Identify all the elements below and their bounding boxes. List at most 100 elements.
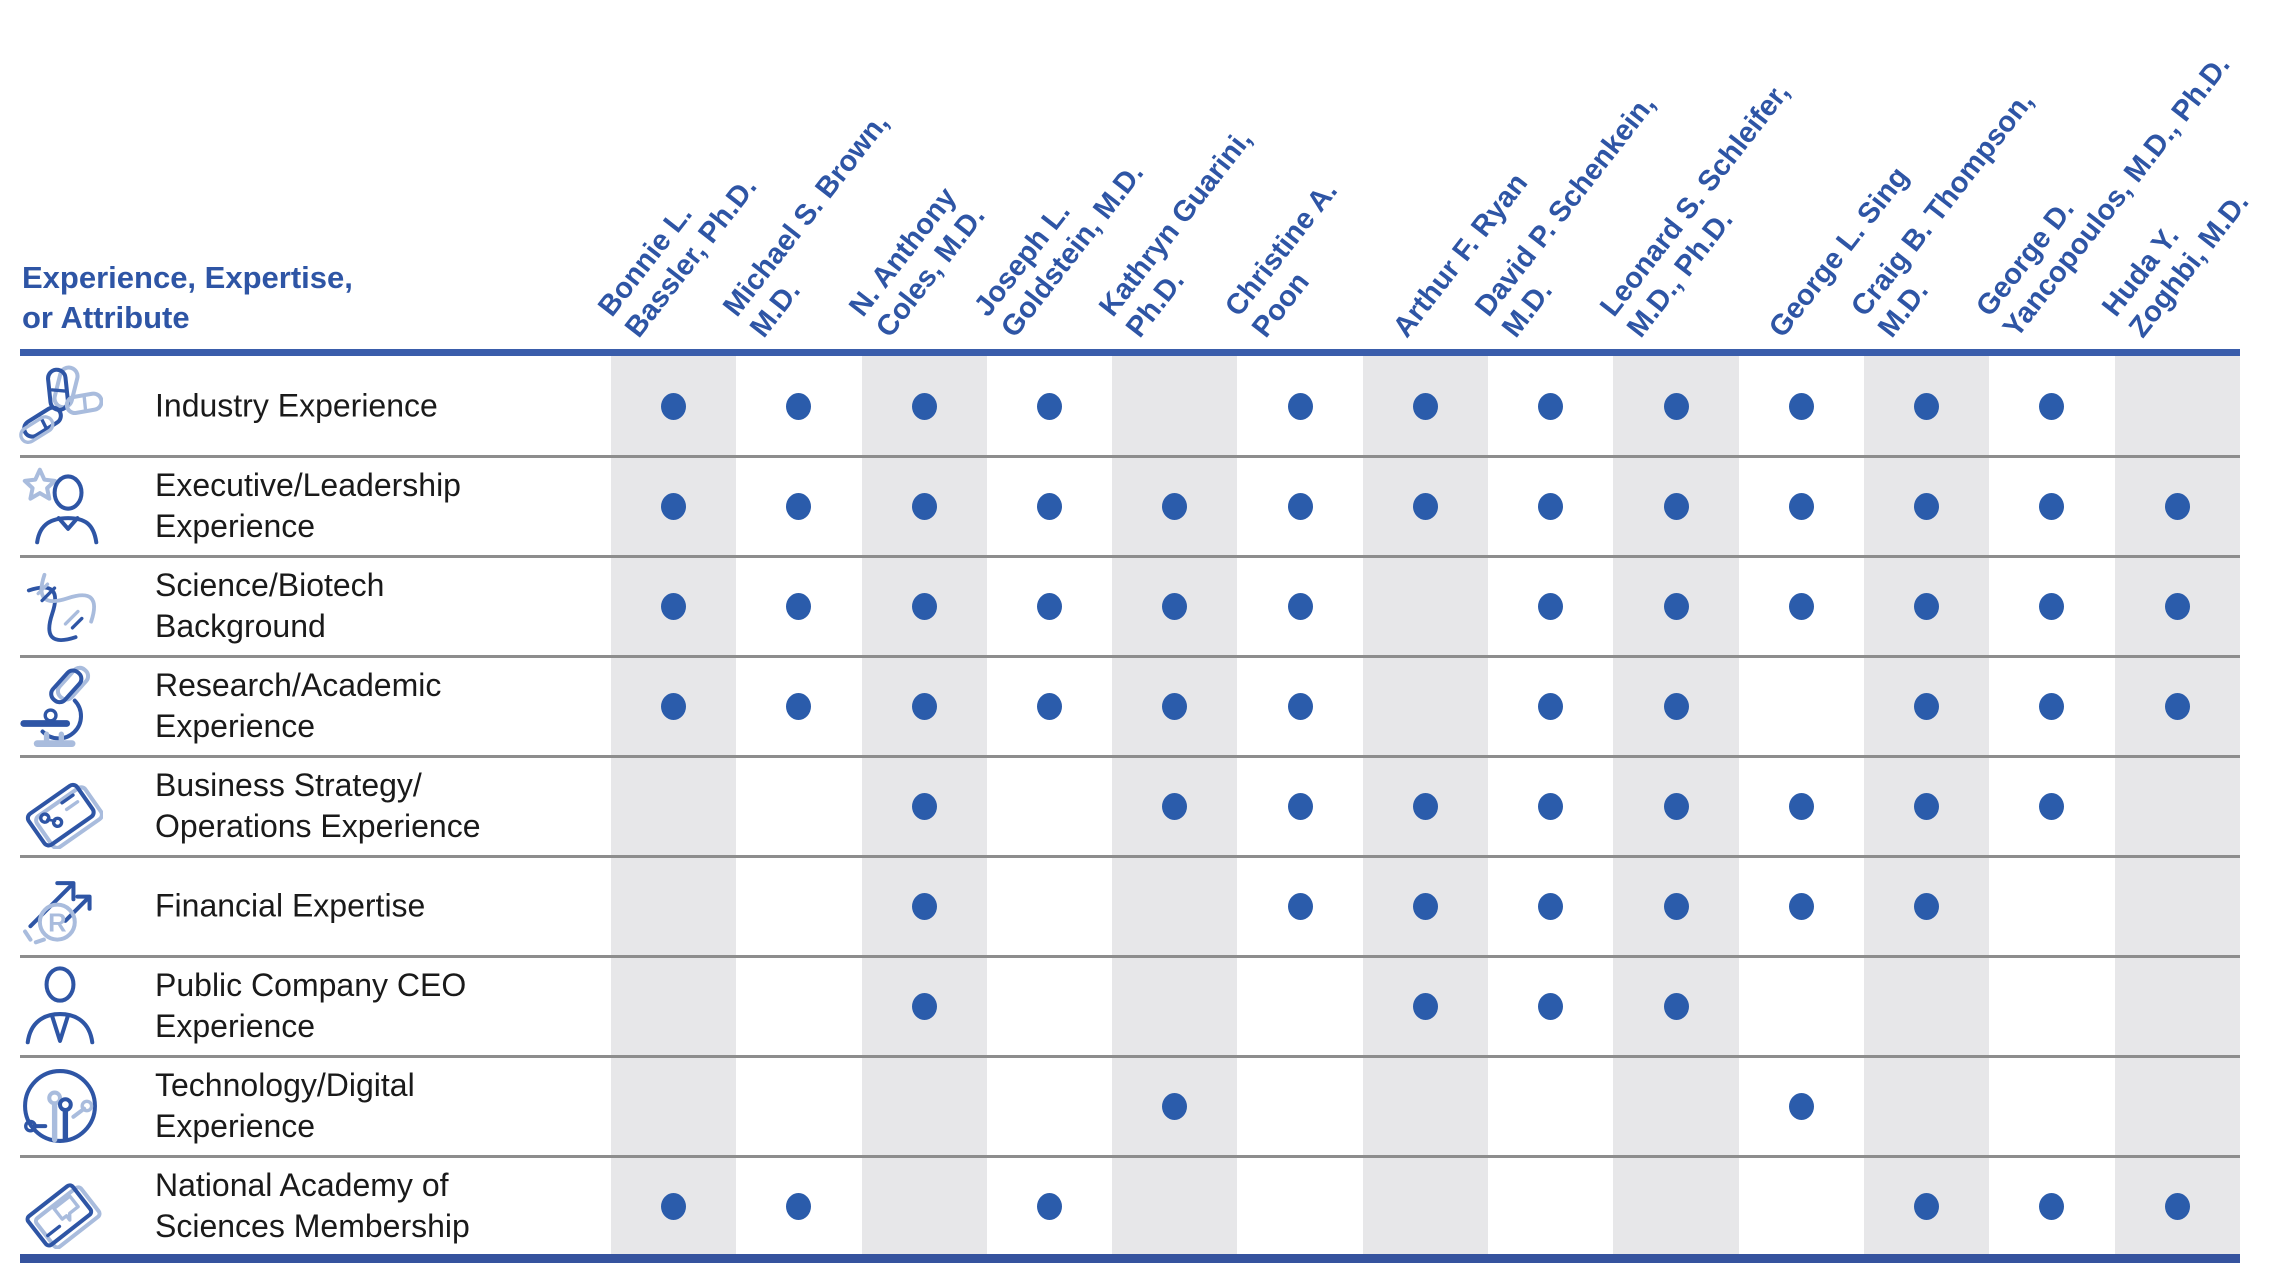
attribute-dot bbox=[1538, 492, 1564, 520]
attribute-dot bbox=[1412, 892, 1438, 920]
attribute-dot bbox=[1162, 1092, 1188, 1120]
attribute-label: Science/Biotech Background bbox=[155, 567, 385, 644]
attribute-dot bbox=[1037, 392, 1063, 420]
row-separator bbox=[20, 1054, 2240, 1058]
attribute-dot bbox=[1914, 692, 1940, 720]
attribute-dot bbox=[2164, 692, 2190, 720]
attribute-dot bbox=[1914, 592, 1940, 620]
attribute-label: Financial Expertise bbox=[155, 887, 426, 924]
attribute-dot bbox=[1663, 892, 1689, 920]
attribute-dot bbox=[1914, 492, 1940, 520]
attribute-dot bbox=[786, 392, 812, 420]
attribute-dot bbox=[1788, 792, 1814, 820]
attribute-dot bbox=[1914, 792, 1940, 820]
person-suit-icon bbox=[12, 960, 108, 1052]
attribute-dot bbox=[1788, 1092, 1814, 1120]
row-separator bbox=[20, 554, 2240, 558]
attribute-dot bbox=[1914, 892, 1940, 920]
attribute-dot bbox=[1162, 692, 1188, 720]
attribute-dot bbox=[911, 692, 937, 720]
attribute-dot bbox=[786, 1192, 812, 1220]
attribute-label: Industry Experience bbox=[155, 387, 438, 424]
attribute-dot bbox=[911, 792, 937, 820]
attribute-dot bbox=[1412, 792, 1438, 820]
attribute-dot bbox=[1162, 792, 1188, 820]
row-separator bbox=[20, 454, 2240, 458]
attribute-label: Public Company CEO Experience bbox=[155, 967, 467, 1044]
microscope-icon bbox=[12, 660, 108, 752]
row-separator bbox=[20, 754, 2240, 758]
attribute-dot bbox=[1788, 392, 1814, 420]
attribute-dot bbox=[2039, 592, 2065, 620]
attribute-dot bbox=[1162, 592, 1188, 620]
attribute-dot bbox=[2164, 1192, 2190, 1220]
svg-text:R: R bbox=[48, 910, 66, 938]
attribute-dot bbox=[911, 892, 937, 920]
attribute-dot bbox=[1538, 792, 1564, 820]
attribute-label: Business Strategy/ Operations Experience bbox=[155, 767, 481, 844]
attribute-dot bbox=[1914, 1192, 1940, 1220]
person-star-icon bbox=[12, 460, 108, 552]
row-separator bbox=[20, 954, 2240, 958]
attribute-dot bbox=[1914, 392, 1940, 420]
attribute-dot bbox=[1538, 592, 1564, 620]
header-rule bbox=[20, 349, 2240, 356]
attribute-dot bbox=[1162, 492, 1188, 520]
attribute-dot bbox=[786, 592, 812, 620]
attribute-dot bbox=[661, 492, 687, 520]
footer-rule bbox=[20, 1254, 2240, 1263]
attribute-dot bbox=[911, 992, 937, 1020]
attribute-dot bbox=[661, 592, 687, 620]
attribute-dot bbox=[1287, 592, 1313, 620]
attribute-dot bbox=[2039, 392, 2065, 420]
attribute-dot bbox=[1287, 792, 1313, 820]
strategy-card-icon bbox=[12, 760, 108, 852]
attribute-dot bbox=[1037, 592, 1063, 620]
row-separator bbox=[20, 854, 2240, 858]
attribute-dot bbox=[1788, 492, 1814, 520]
attribute-dot bbox=[1037, 1192, 1063, 1220]
attribute-dot bbox=[1663, 592, 1689, 620]
row-separator bbox=[20, 1154, 2240, 1158]
attribute-dot bbox=[1663, 492, 1689, 520]
book-icon bbox=[12, 1160, 108, 1252]
attribute-dot bbox=[1412, 492, 1438, 520]
attribute-dot bbox=[1788, 892, 1814, 920]
attribute-dot bbox=[2039, 1192, 2065, 1220]
corner-title: Experience, Expertise, or Attribute bbox=[22, 260, 353, 335]
circuit-circle-icon bbox=[12, 1060, 108, 1152]
attribute-dot bbox=[1663, 392, 1689, 420]
attribute-dot bbox=[2164, 592, 2190, 620]
attribute-dot bbox=[2164, 492, 2190, 520]
attribute-dot bbox=[1538, 392, 1564, 420]
attribute-dot bbox=[1538, 892, 1564, 920]
attribute-dot bbox=[1412, 992, 1438, 1020]
attribute-dot bbox=[2039, 692, 2065, 720]
attribute-dot bbox=[1538, 692, 1564, 720]
attribute-dot bbox=[1037, 492, 1063, 520]
capsules-icon bbox=[12, 360, 108, 452]
attribute-dot bbox=[1287, 392, 1313, 420]
row-separator bbox=[20, 654, 2240, 658]
growth-arrows-icon: R bbox=[12, 860, 108, 952]
attribute-dot bbox=[1538, 992, 1564, 1020]
attribute-label: Executive/Leadership Experience bbox=[155, 467, 461, 544]
attribute-dot bbox=[1663, 692, 1689, 720]
column-stripe bbox=[2114, 356, 2240, 1256]
attribute-dot bbox=[786, 692, 812, 720]
attribute-dot bbox=[1287, 492, 1313, 520]
attribute-dot bbox=[661, 392, 687, 420]
attribute-dot bbox=[1663, 792, 1689, 820]
matrix-header: Experience, Expertise, or Attribute Bonn… bbox=[0, 0, 2272, 356]
attribute-dot bbox=[2039, 492, 2065, 520]
attribute-dot bbox=[1037, 692, 1063, 720]
attribute-dot bbox=[1287, 692, 1313, 720]
attribute-label: Research/Academic Experience bbox=[155, 667, 442, 744]
attribute-dot bbox=[911, 492, 937, 520]
attribute-dot bbox=[911, 592, 937, 620]
attribute-dot bbox=[661, 1192, 687, 1220]
dna-icon bbox=[12, 560, 108, 652]
attribute-dot bbox=[786, 492, 812, 520]
attribute-label: National Academy of Sciences Membership bbox=[155, 1167, 470, 1244]
